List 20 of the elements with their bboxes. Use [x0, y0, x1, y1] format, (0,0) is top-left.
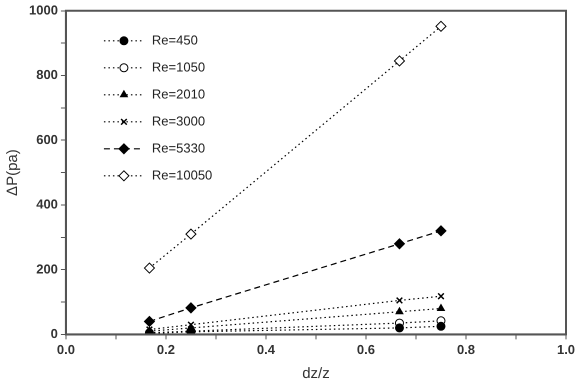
y-tick-label: 800 [36, 67, 58, 82]
x-tick-label: 0.0 [56, 342, 75, 357]
x-tick-label: 0.4 [256, 342, 276, 357]
y-axis-title: ΔP(pa) [4, 149, 22, 196]
y-tick-label: 0 [50, 326, 58, 341]
y-tick-label: 600 [36, 132, 58, 147]
legend-label: Re=5330 [152, 140, 206, 156]
y-tick-label: 400 [36, 196, 58, 212]
y-tick-label: 200 [36, 261, 58, 276]
x-tick-label: 0.8 [456, 342, 476, 357]
legend-label: Re=450 [152, 32, 198, 48]
legend-label: Re=3000 [152, 113, 206, 128]
legend-label: Re=2010 [152, 86, 206, 102]
y-tick-label: 1000 [29, 2, 58, 18]
legend-label: Re=1050 [152, 59, 206, 74]
x-tick-label: 1.0 [556, 342, 576, 357]
x-tick-label: 0.2 [156, 342, 175, 357]
x-tick-label: 0.6 [356, 342, 376, 357]
x-axis-title: dz/z [302, 365, 330, 382]
legend-label: Re=10050 [152, 167, 212, 182]
